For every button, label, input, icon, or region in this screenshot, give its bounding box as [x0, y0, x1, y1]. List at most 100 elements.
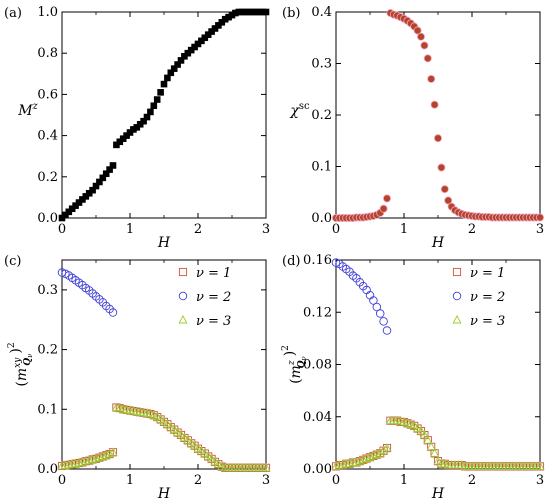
data-point	[365, 452, 375, 461]
data-point	[77, 457, 87, 466]
data-point	[198, 37, 205, 45]
legend-marker	[178, 315, 188, 324]
data-point	[176, 430, 186, 439]
data-point	[126, 129, 134, 136]
data-point	[440, 185, 449, 194]
y-tick-label: 0.4	[37, 129, 58, 144]
data-point	[433, 134, 442, 143]
data-point	[252, 8, 260, 16]
data-point	[245, 8, 253, 16]
data-point	[149, 410, 159, 419]
x-tick-label: 2	[194, 222, 202, 237]
data-point	[426, 441, 436, 451]
y-tick-label: 0.1	[311, 160, 332, 175]
data-point	[65, 208, 73, 216]
data-point	[102, 170, 110, 178]
data-point	[235, 8, 243, 16]
series-ν=2	[57, 268, 118, 317]
y-tick-label: 0.8	[37, 46, 58, 61]
data-point	[372, 449, 382, 459]
data-point	[365, 291, 375, 300]
data-point	[416, 32, 425, 41]
y-tick-label: 0.00	[303, 462, 332, 477]
data-point	[169, 424, 179, 434]
data-point	[174, 61, 181, 68]
data-point	[433, 456, 443, 465]
data-point	[211, 25, 219, 32]
data-point	[204, 31, 212, 38]
data-point	[444, 196, 453, 205]
y-tick-label: 1.0	[37, 5, 58, 20]
data-point	[101, 450, 111, 459]
y-tick-label: 0.0	[37, 211, 58, 226]
series-0	[58, 8, 270, 222]
data-point	[147, 108, 154, 116]
data-point	[427, 74, 436, 83]
data-point	[430, 100, 439, 109]
y-tick-label: 0.2	[37, 343, 58, 358]
data-point	[89, 186, 96, 194]
legend-marker	[178, 267, 188, 277]
data-point	[430, 448, 440, 457]
data-point	[143, 113, 151, 121]
data-point	[74, 458, 84, 467]
data-point	[183, 435, 193, 444]
x-tick-label: 1	[126, 473, 134, 488]
data-point	[375, 448, 385, 457]
data-point	[345, 458, 355, 468]
data-point	[167, 69, 175, 77]
data-point	[368, 450, 378, 460]
panel-c: 0 1 2 30.00.10.20.3(c)H(mxyQν)2ν = 1ν = 2ν …	[4, 254, 271, 502]
data-point	[179, 433, 189, 442]
x-tick-label: 1	[400, 473, 408, 488]
y-tick-label: 0.04	[303, 410, 332, 425]
legend-marker	[452, 291, 462, 301]
data-point	[372, 302, 382, 312]
series-ν=3	[331, 415, 545, 470]
data-point	[85, 189, 93, 197]
data-point	[215, 22, 222, 29]
x-tick-label: 3	[536, 473, 544, 488]
y-tick-label: 0.0	[311, 211, 332, 226]
data-point	[184, 49, 192, 57]
data-point	[225, 13, 232, 21]
data-point	[413, 423, 423, 432]
data-point	[123, 132, 130, 139]
data-point	[362, 453, 372, 462]
data-point	[67, 459, 77, 468]
data-point	[221, 15, 229, 23]
data-point	[218, 19, 226, 26]
x-axis-label: H	[157, 486, 171, 502]
x-tick-label: 0	[58, 222, 66, 237]
data-point	[92, 182, 100, 190]
data-point	[57, 461, 67, 470]
data-point	[130, 126, 137, 133]
legend-marker	[452, 267, 462, 277]
data-point	[72, 202, 79, 209]
data-point	[379, 204, 388, 213]
data-point	[82, 193, 90, 200]
x-axis-label: H	[157, 235, 171, 251]
data-point	[96, 178, 103, 186]
legend-label: ν = 3	[470, 314, 505, 329]
data-point	[261, 462, 271, 472]
data-point	[228, 11, 236, 19]
data-point	[119, 135, 127, 142]
data-point	[153, 96, 161, 103]
legend-label: ν = 3	[196, 314, 231, 329]
data-point	[81, 456, 91, 465]
x-tick-label: 2	[194, 473, 202, 488]
panel-label: (b)	[282, 6, 300, 21]
legend-label: ν = 2	[470, 290, 505, 305]
data-point	[187, 46, 195, 54]
data-point	[259, 8, 266, 16]
y-tick-label: 0.12	[303, 305, 332, 320]
data-point	[207, 453, 217, 463]
data-point	[106, 166, 113, 173]
y-tick-label: 0.3	[37, 283, 58, 298]
data-point	[420, 41, 429, 50]
panel-label: (a)	[4, 6, 22, 21]
data-point	[201, 34, 209, 42]
data-point	[375, 309, 385, 318]
legend-marker	[178, 291, 188, 301]
